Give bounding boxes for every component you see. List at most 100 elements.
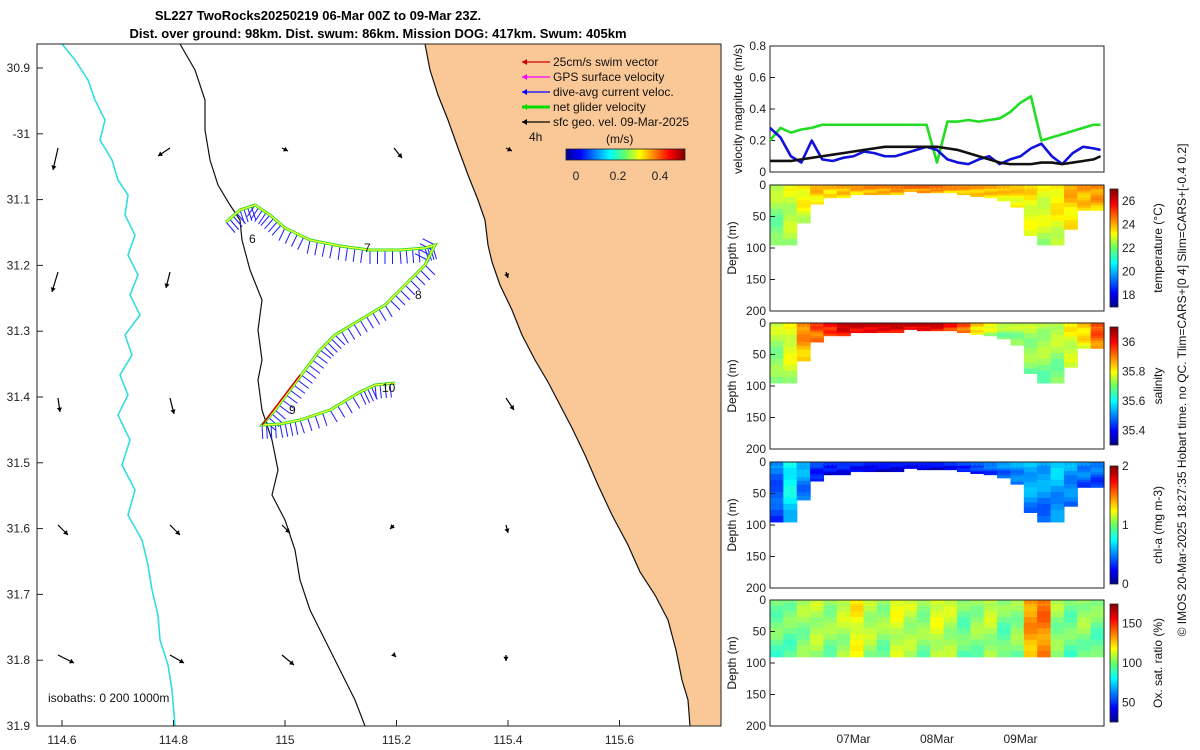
profile-cell: [890, 188, 905, 191]
profile-cell: [943, 634, 958, 641]
current-vector: [389, 299, 401, 311]
profile-surface-dot: [886, 323, 891, 327]
profile-cell: [1090, 482, 1105, 486]
profile-surface-dot: [1028, 323, 1033, 327]
profile-cell: [957, 190, 971, 193]
profile-cell: [1063, 215, 1078, 221]
profile-surface-dot: [1095, 600, 1100, 604]
profile-surface-dot: [1024, 462, 1029, 466]
profile-cell: [810, 188, 825, 192]
profile-surface-dot: [828, 600, 833, 604]
profile-surface-dot: [1024, 600, 1029, 604]
day-label-8: 8: [415, 288, 422, 302]
profile-cell: [836, 195, 851, 197]
current-vector: [312, 359, 325, 369]
profile-cell: [1050, 340, 1065, 348]
profile-surface-dot: [1041, 600, 1046, 604]
velocity-y-label: velocity magnitude (m/s): [731, 44, 745, 174]
profile-surface-dot: [859, 462, 864, 466]
profile-cell: [970, 192, 985, 195]
profile-surface-dot: [796, 600, 801, 604]
profile-cell: [823, 193, 838, 196]
profile-cell: [983, 326, 998, 329]
profile-cell: [823, 330, 838, 333]
profile-cell: [916, 329, 931, 331]
profile-cell: [916, 328, 931, 330]
profile-cell: [1023, 617, 1038, 624]
profile-surface-dot: [814, 185, 819, 189]
profile-cell: [930, 628, 945, 635]
profile-cell: [930, 651, 945, 658]
profile-cell: [1090, 333, 1105, 337]
profile-surface-dot: [792, 323, 797, 327]
profile-cell: [863, 326, 878, 329]
profile-cell: [1023, 200, 1038, 206]
profile-cell: [850, 605, 865, 612]
profile-cell: [957, 191, 971, 194]
profile-surface-dot: [926, 323, 931, 327]
profile-cell: [1077, 325, 1092, 329]
profile-cell: [876, 188, 891, 191]
profile-cell: [997, 466, 1012, 469]
profile-y-tick-label: 200: [746, 581, 766, 595]
current-vector: [329, 244, 333, 259]
profile-surface-dot: [939, 323, 944, 327]
profile-surface-dot: [939, 185, 944, 189]
profile-cell: [770, 202, 784, 210]
profile-cell: [970, 645, 985, 652]
current-vector: [279, 423, 284, 438]
legend-arrowhead: [522, 89, 527, 95]
profile-cell: [823, 468, 838, 471]
profile-cell: [876, 328, 891, 331]
profile-cell: [903, 467, 918, 469]
current-vector: [367, 388, 374, 402]
profile-surface-dot: [868, 462, 873, 466]
profile-surface-dot: [1073, 185, 1078, 189]
profile-cell: [1010, 645, 1025, 652]
profile-cell: [1077, 474, 1092, 478]
current-vector: [334, 334, 346, 346]
profile-surface-dot: [983, 462, 988, 466]
profile-cell: [890, 469, 905, 472]
profile-cell: [970, 190, 985, 193]
profile-surface-dot: [796, 185, 801, 189]
profile-cell: [983, 191, 998, 194]
profile-cell: [1077, 628, 1092, 635]
profile-cell: [810, 192, 825, 196]
current-vector: [314, 241, 318, 256]
profile-surface-dot: [935, 323, 939, 327]
profile-cell: [890, 651, 905, 658]
profile-surface-dot: [983, 185, 988, 189]
profile-cell: [770, 491, 784, 499]
profile-cell: [903, 467, 918, 469]
profile-cell: [903, 466, 918, 468]
profile-cell: [796, 326, 811, 332]
profile-cell: [850, 329, 865, 332]
profile-cell: [810, 639, 825, 646]
current-vector: [260, 214, 271, 226]
profile-surface-dot: [1037, 323, 1042, 327]
profile-surface-dot: [881, 323, 886, 327]
profile-cell: [1037, 605, 1052, 612]
profile-cell: [957, 634, 971, 641]
profile-surface-dot: [899, 462, 904, 466]
profile-cell: [863, 327, 878, 330]
profile-cell: [783, 214, 798, 222]
profile-cell: [903, 190, 918, 192]
profile-cell: [1050, 346, 1065, 354]
profile-cell: [1023, 472, 1038, 478]
profile-surface-dot: [1041, 185, 1046, 189]
profile-surface-dot: [1010, 185, 1015, 189]
profile-surface-dot: [819, 462, 824, 466]
profile-cell: [823, 473, 838, 476]
profile-cell: [943, 467, 958, 469]
profile-cell: [1050, 651, 1065, 658]
profile-surface-dot: [1055, 323, 1060, 327]
profile-surface-dot: [783, 462, 788, 466]
profile-cell: [1063, 353, 1078, 359]
current-vector: [289, 421, 294, 436]
geo-vector-head: [289, 660, 294, 665]
profile-cell: [1037, 340, 1052, 348]
profile-cell: [836, 622, 851, 629]
profile-surface-dot: [1010, 323, 1015, 327]
